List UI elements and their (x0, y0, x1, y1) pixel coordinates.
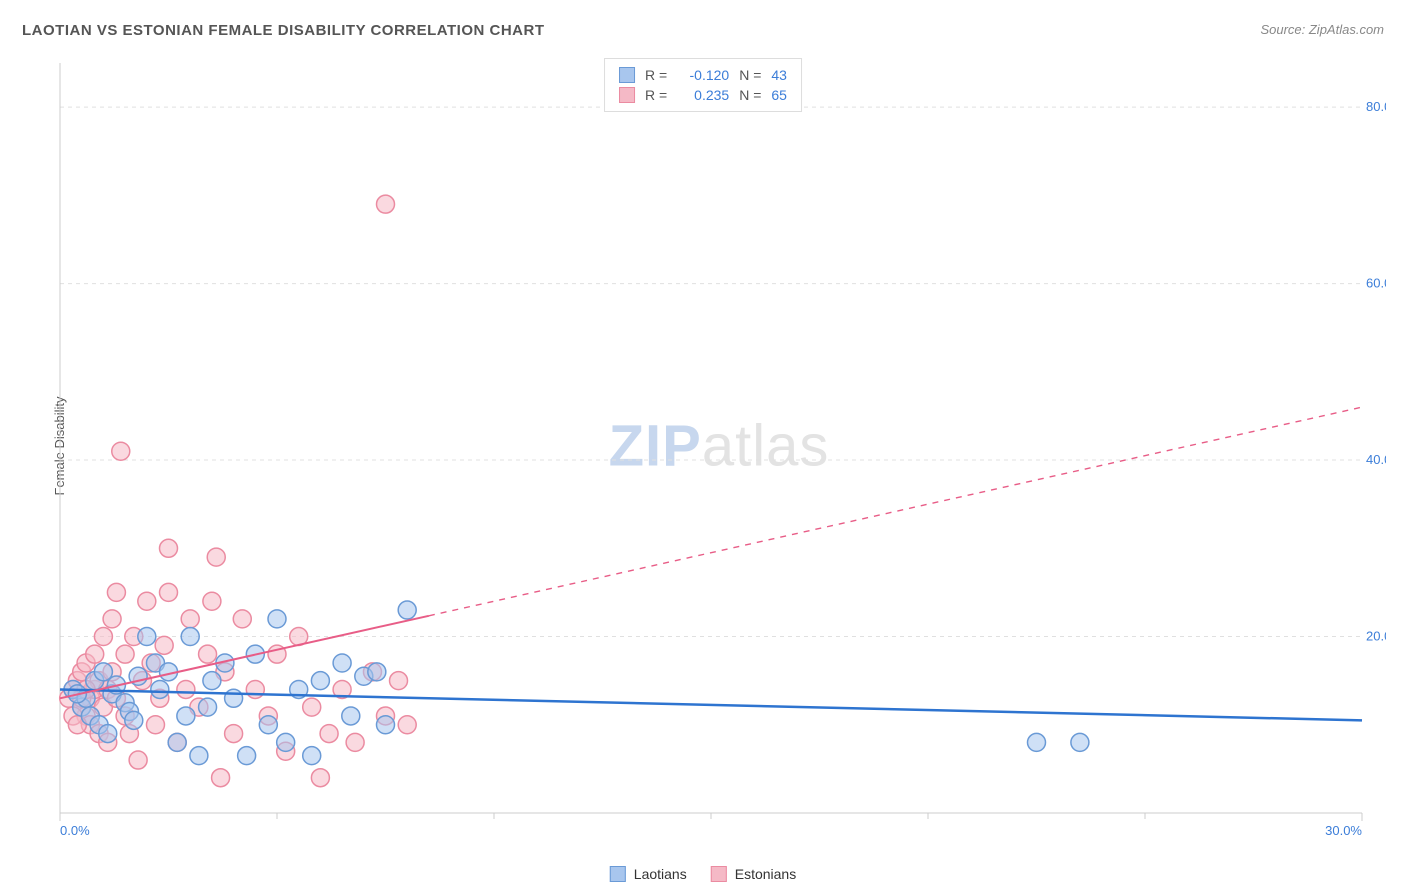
legend-swatch-icon (619, 67, 635, 83)
legend-label: Laotians (634, 866, 687, 882)
legend-swatch-icon (610, 866, 626, 882)
scatter-plot: 20.0% 40.0% 60.0% 80.0% 0.0% 30.0% (52, 55, 1386, 837)
chart-area: ZIPatlas 20.0%40.0%60.0%80.0%0.0%30.0% (52, 55, 1386, 837)
source-attribution: Source: ZipAtlas.com (1260, 22, 1384, 37)
n-label: N = (739, 87, 761, 103)
n-label: N = (739, 67, 761, 83)
r-label: R = (645, 67, 667, 83)
y-tick-label: 60.0% (1366, 276, 1386, 291)
legend-swatch-icon (619, 87, 635, 103)
y-tick-label: 40.0% (1366, 452, 1386, 467)
y-tick-label: 20.0% (1366, 629, 1386, 644)
legend-label: Estonians (735, 866, 796, 882)
legend-item: Estonians (711, 866, 796, 882)
legend-row: R = 0.235 N = 65 (619, 85, 787, 105)
legend-row: R = -0.120 N = 43 (619, 65, 787, 85)
n-value: 65 (771, 87, 787, 103)
legend-swatch-icon (711, 866, 727, 882)
chart-title: LAOTIAN VS ESTONIAN FEMALE DISABILITY CO… (22, 22, 545, 39)
series-legend: Laotians Estonians (610, 866, 796, 882)
x-tick-label: 30.0% (1325, 823, 1362, 837)
legend-item: Laotians (610, 866, 687, 882)
r-value: 0.235 (677, 87, 729, 103)
x-tick-label: 0.0% (60, 823, 90, 837)
r-value: -0.120 (677, 67, 729, 83)
r-label: R = (645, 87, 667, 103)
y-tick-label: 80.0% (1366, 99, 1386, 114)
correlation-legend: R = -0.120 N = 43 R = 0.235 N = 65 (604, 58, 802, 112)
n-value: 43 (771, 67, 787, 83)
